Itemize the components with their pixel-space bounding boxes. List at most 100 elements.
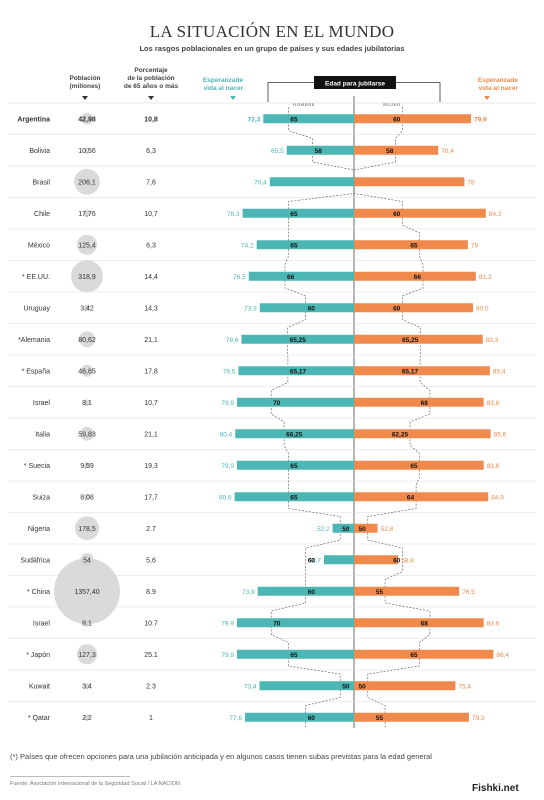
retire-male-value: 70 bbox=[273, 400, 281, 407]
country-name: * EE.UU. bbox=[22, 274, 50, 281]
life-male-value: 78,6 bbox=[226, 337, 239, 344]
population-value: 42,98 bbox=[78, 116, 96, 123]
male-life-bar bbox=[238, 366, 354, 376]
life-female-value: 70,4 bbox=[441, 148, 454, 155]
pct65-value: 2.7 bbox=[146, 526, 156, 533]
female-life-bar bbox=[354, 586, 460, 596]
female-life-bar bbox=[354, 397, 484, 407]
life-male-header: Esperanzade bbox=[203, 77, 243, 84]
population-bubble bbox=[75, 516, 99, 541]
life-female-value: 75,4 bbox=[458, 683, 471, 690]
population-header: Población bbox=[69, 75, 100, 82]
life-female-value: 83,3 bbox=[486, 337, 499, 344]
female-life-bar bbox=[354, 366, 490, 376]
life-male-value: 79,9 bbox=[221, 400, 234, 407]
pct65-header: de la población bbox=[127, 75, 174, 82]
retire-age-label-bg bbox=[314, 76, 396, 89]
life-female-header: Esperanzade bbox=[478, 77, 518, 84]
retire-male-value: 66,25 bbox=[286, 431, 303, 438]
pct65-value: 10,8 bbox=[144, 116, 158, 123]
life-male-value: 80,6 bbox=[219, 494, 232, 501]
population-value: 17,76 bbox=[78, 211, 96, 218]
life-female-value: 84,9 bbox=[491, 494, 504, 501]
population-arrow bbox=[82, 96, 88, 100]
retire-male-value: 66 bbox=[287, 274, 295, 281]
female-life-bar bbox=[354, 334, 483, 344]
male-life-bar bbox=[257, 586, 354, 596]
retire-male-value: 70 bbox=[273, 620, 281, 627]
life-male-value: 79,9 bbox=[221, 463, 234, 470]
pct65-value: 17,8 bbox=[144, 368, 158, 375]
retire-female-value: 55 bbox=[376, 589, 384, 596]
male-life-bar bbox=[242, 208, 354, 218]
life-male-value: 72,3 bbox=[248, 116, 261, 123]
retire-male-value: 50 bbox=[342, 683, 350, 690]
country-name: Italia bbox=[35, 431, 50, 438]
female-life-bar bbox=[354, 271, 476, 281]
life-male-value: 77,6 bbox=[229, 715, 242, 722]
country-name: *Alemania bbox=[18, 337, 50, 344]
life-female-header: vida al nacer bbox=[479, 85, 519, 92]
life-female-value: 85,4 bbox=[493, 368, 506, 375]
population-bubble bbox=[84, 493, 90, 500]
country-name: Bolivia bbox=[29, 148, 50, 155]
population-bubble bbox=[84, 462, 90, 469]
country-name: Suiza bbox=[32, 494, 50, 501]
pct65-value: 1 bbox=[149, 715, 153, 722]
retire-female-value: 60 bbox=[393, 116, 401, 123]
life-female-arrow bbox=[484, 96, 490, 100]
country-name: Sudáfrica bbox=[20, 557, 50, 564]
life-female-value: 84,2 bbox=[489, 211, 502, 218]
life-male-value: 73,9 bbox=[242, 589, 255, 596]
population-bubble bbox=[81, 112, 93, 125]
male-life-bar bbox=[324, 555, 354, 565]
male-life-bar bbox=[237, 649, 354, 659]
pct65-value: 2.3 bbox=[146, 683, 156, 690]
life-male-header: vida al nacer bbox=[204, 85, 244, 92]
retire-male-value: 65 bbox=[290, 463, 298, 470]
male-life-bar bbox=[248, 271, 354, 281]
retire-female-value: 65 bbox=[410, 652, 418, 659]
pct65-value: 21,1 bbox=[144, 431, 158, 438]
pct65-value: 7,6 bbox=[146, 179, 156, 186]
population-value: 3,4 bbox=[82, 683, 92, 690]
pct65-header: de 65 años o más bbox=[124, 83, 179, 90]
male-life-bar bbox=[237, 397, 354, 407]
life-female-value: 79,9 bbox=[474, 116, 487, 123]
population-value: 1357,40 bbox=[74, 589, 99, 596]
life-male-arrow bbox=[230, 96, 236, 100]
retire-male-value: 60 bbox=[308, 715, 316, 722]
retire-male-value: 65 bbox=[290, 116, 298, 123]
life-female-value: 58,8 bbox=[401, 557, 414, 564]
life-female-value: 79,3 bbox=[472, 715, 485, 722]
life-male-value: 79.9 bbox=[221, 620, 234, 627]
life-male-value: 76,5 bbox=[233, 274, 246, 281]
population-value: 8,08 bbox=[80, 494, 94, 501]
life-male-value: 70,4 bbox=[254, 179, 267, 186]
retire-age-label: Edad para jubilarse bbox=[325, 81, 385, 88]
pct65-value: 25.1 bbox=[144, 652, 158, 659]
male-life-bar bbox=[263, 114, 354, 124]
population-bubble bbox=[76, 644, 98, 665]
country-name: Argentina bbox=[17, 116, 50, 123]
chart-subtitle: Los rasgos poblacionales en un grupo de … bbox=[139, 44, 405, 53]
population-value: 3,42 bbox=[80, 305, 94, 312]
life-female-value: 52,8 bbox=[381, 526, 394, 533]
life-female-value: 76,5 bbox=[462, 589, 475, 596]
retire-male-value: 60 bbox=[308, 557, 316, 564]
retire-female-value: 65 bbox=[410, 242, 418, 249]
retire-male-value: 58 bbox=[315, 148, 323, 155]
population-value: 318,9 bbox=[78, 274, 96, 281]
pct65-value: 8.9 bbox=[146, 589, 156, 596]
retire-male-value: 65 bbox=[290, 242, 298, 249]
female-life-bar bbox=[354, 114, 471, 124]
retire-female-value: 68 bbox=[421, 400, 429, 407]
life-male-value: 78,3 bbox=[227, 211, 240, 218]
life-male-value: 74,2 bbox=[241, 242, 254, 249]
female-life-bar bbox=[354, 681, 456, 691]
life-female-value: 83,6 bbox=[487, 463, 500, 470]
life-male-value: 80,4 bbox=[220, 431, 233, 438]
male-life-bar bbox=[245, 712, 354, 722]
female-label: MUJER bbox=[383, 102, 401, 107]
